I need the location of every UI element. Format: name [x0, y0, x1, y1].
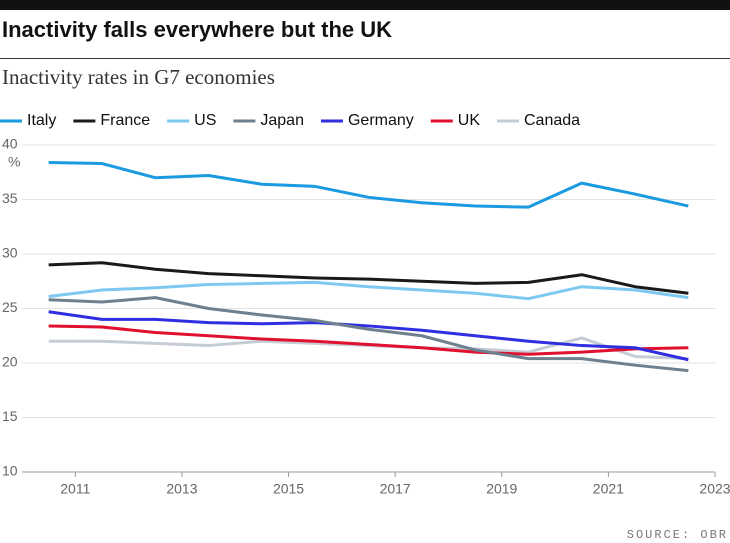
series-line — [48, 280, 689, 301]
y-tick-label: 25 — [2, 299, 18, 315]
y-tick-label: 30 — [2, 245, 18, 261]
legend-label: France — [100, 112, 150, 129]
y-axis-label: % — [8, 154, 20, 170]
x-tick-label: 2023 — [699, 481, 730, 497]
y-tick-label: 20 — [2, 354, 18, 370]
x-tick-label: 2017 — [380, 481, 411, 497]
legend-label: US — [194, 112, 216, 129]
x-tick-label: 2011 — [60, 481, 90, 497]
legend-label: Germany — [348, 112, 414, 129]
y-tick-label: 40 — [2, 136, 18, 152]
legend: Italy France US Japan Germany UK Canada — [0, 112, 580, 129]
y-tick-label: 15 — [2, 408, 18, 424]
x-tick-label: 2021 — [593, 481, 624, 497]
series-line — [48, 324, 689, 356]
legend-label: UK — [458, 112, 481, 129]
y-tick-label: 35 — [2, 190, 18, 206]
source: SOURCE: OBR — [627, 528, 728, 542]
series-line — [48, 261, 689, 295]
chart-subtitle: Inactivity rates in G7 economies — [2, 65, 275, 89]
legend-label: Canada — [524, 112, 580, 129]
legend-label: Japan — [260, 112, 304, 129]
chart-title: Inactivity falls everywhere but the UK — [2, 17, 392, 42]
series-line — [48, 336, 689, 361]
y-tick-label: 10 — [2, 463, 18, 479]
top-bar — [0, 0, 730, 10]
series-line — [48, 160, 689, 209]
x-tick-label: 2015 — [273, 481, 304, 497]
series-line — [48, 310, 689, 362]
x-tick-label: 2013 — [166, 481, 197, 497]
series-line — [48, 296, 689, 373]
x-tick-label: 2019 — [486, 481, 517, 497]
legend-label: Italy — [27, 112, 56, 129]
